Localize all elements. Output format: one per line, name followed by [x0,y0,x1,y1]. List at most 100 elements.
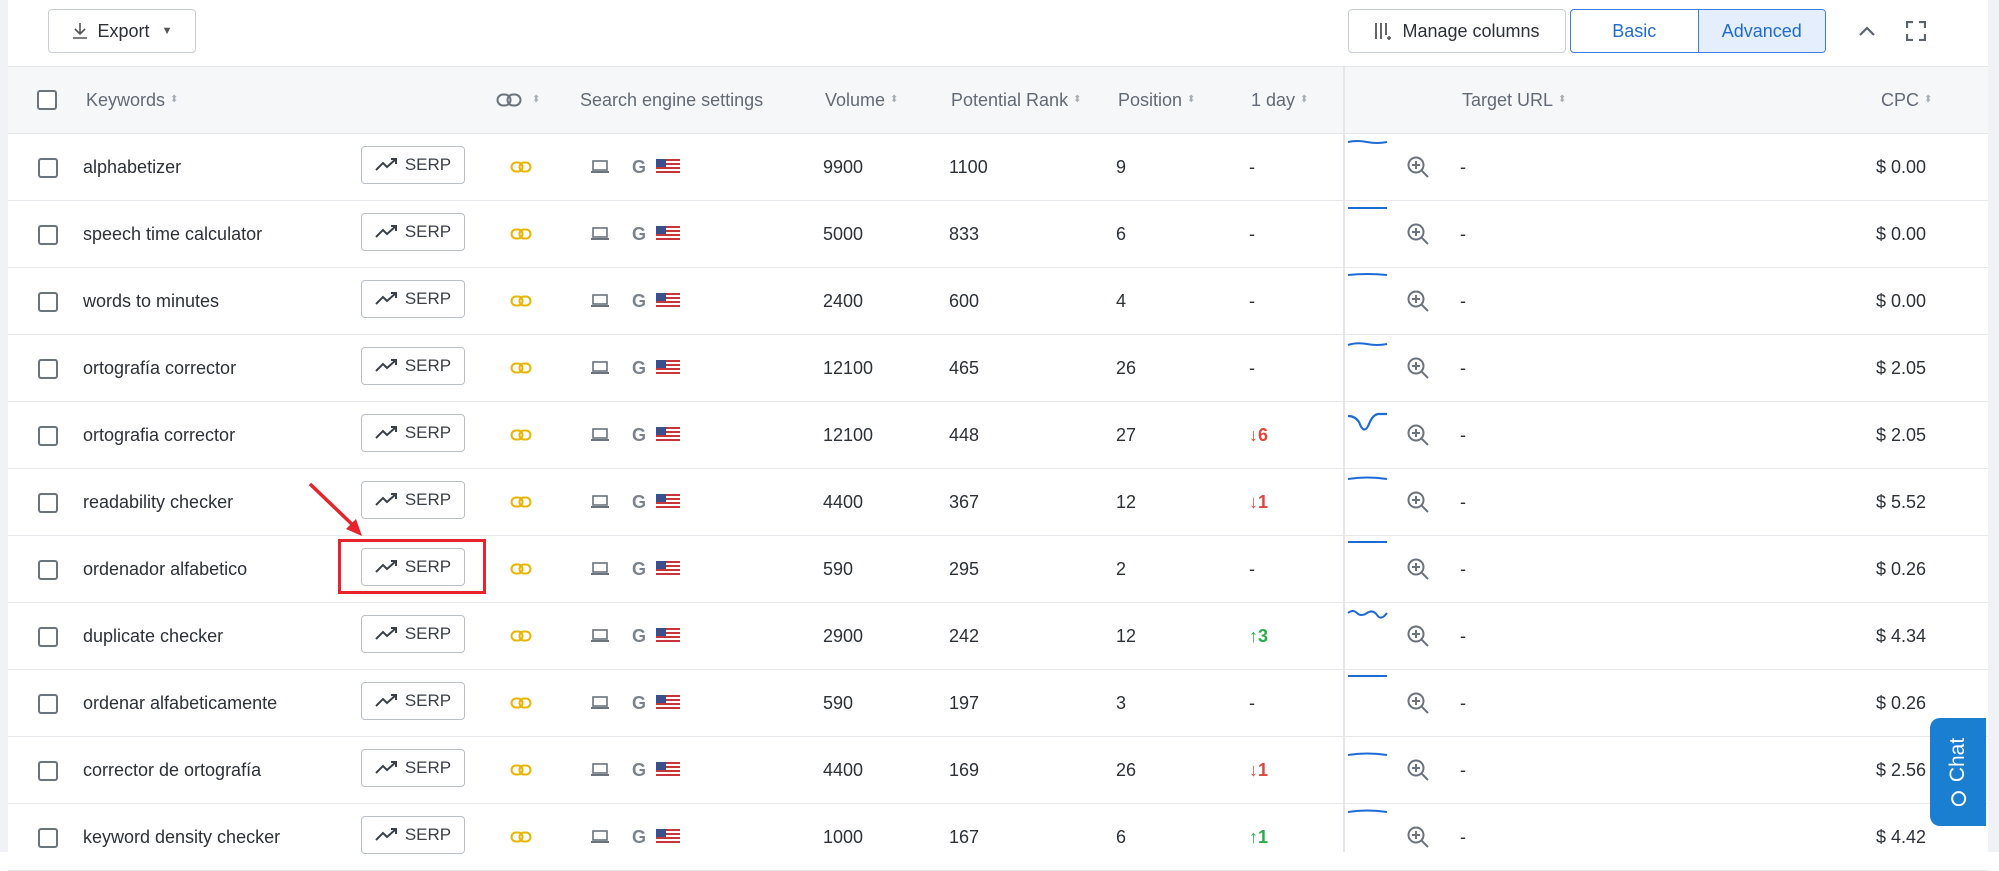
cpc-cell: $ 0.00 [1876,156,1927,177]
table-row[interactable]: alphabetizer SERP G 9900 1100 9 - - $ 0.… [8,134,1988,201]
cpc-cell: $ 2.56 [1876,759,1927,780]
link-icon[interactable] [510,737,532,803]
table-row[interactable]: ortografía corrector SERP G 12100 465 26… [8,335,1988,402]
row-checkbox[interactable] [38,359,58,379]
row-checkbox[interactable] [38,292,58,312]
trend-icon [375,761,397,774]
zoom-in-icon[interactable] [1406,469,1430,535]
link-icon[interactable] [510,469,532,535]
manage-columns-button[interactable]: Manage columns [1348,9,1566,53]
zoom-in-icon[interactable] [1406,201,1430,267]
us-flag-icon [656,268,680,334]
table-row[interactable]: readability checker SERP G 4400 367 12 ↓… [8,469,1988,536]
table-row[interactable]: ortografia corrector SERP G 12100 448 27… [8,402,1988,469]
chevron-up-icon[interactable] [1852,14,1882,48]
desktop-icon [590,536,610,602]
serp-button[interactable]: SERP [361,682,465,720]
trend-icon [375,828,397,841]
arrow-down-icon: ↓ [1249,759,1258,780]
row-checkbox[interactable] [38,828,58,848]
zoom-in-icon[interactable] [1406,134,1430,200]
link-icon[interactable] [510,201,532,267]
zoom-in-icon[interactable] [1406,804,1430,870]
link-icon[interactable] [510,134,532,200]
table-row[interactable]: speech time calculator SERP G 5000 833 6… [8,201,1988,268]
position-cell: 12 [1116,491,1137,512]
volume-cell: 12100 [823,424,874,445]
row-checkbox[interactable] [38,694,58,714]
zoom-in-icon[interactable] [1406,737,1430,803]
advanced-view-button[interactable]: Advanced [1697,10,1825,52]
zoom-in-icon[interactable] [1406,536,1430,602]
potential-rank-cell: 448 [949,424,980,445]
export-label: Export [97,20,150,41]
keyword-cell: words to minutes [83,290,220,311]
row-checkbox[interactable] [38,761,58,781]
table-row[interactable]: duplicate checker SERP G 2900 242 12 ↑ 3 … [8,603,1988,670]
google-icon: G [632,692,647,713]
one-day-cell: ↓ 6 [1249,424,1269,445]
zoom-in-icon[interactable] [1406,268,1430,334]
header-keywords[interactable]: Keywords ⬍ [86,89,179,110]
serp-button[interactable]: SERP [361,280,465,318]
header-target-url[interactable]: Target URL ⬍ [1462,89,1567,110]
google-icon: G [632,357,647,378]
desktop-icon [590,603,610,669]
link-icon[interactable] [510,536,532,602]
serp-button[interactable]: SERP [361,816,465,854]
chat-icon [1950,791,1966,807]
zoom-in-icon[interactable] [1406,402,1430,468]
serp-button[interactable]: SERP [361,548,465,586]
google-icon: G [632,826,647,847]
zoom-in-icon[interactable] [1406,335,1430,401]
row-checkbox[interactable] [38,560,58,580]
header-volume[interactable]: Volume ⬍ [825,89,899,110]
table-row[interactable]: corrector de ortografía SERP G 4400 169 … [8,737,1988,804]
table-row[interactable]: ordenador alfabetico SERP G 590 295 2 - … [8,536,1988,603]
row-checkbox[interactable] [38,627,58,647]
table-row[interactable]: ordenar alfabeticamente SERP G 590 197 3… [8,670,1988,737]
target-url-cell: - [1460,759,1466,780]
header-cpc[interactable]: CPC ⬍ [1881,89,1933,110]
zoom-in-icon[interactable] [1406,670,1430,736]
serp-button[interactable]: SERP [361,213,465,251]
header-link[interactable]: ⬍ [496,67,540,133]
link-icon [496,93,522,107]
serp-button[interactable]: SERP [361,146,465,184]
link-icon[interactable] [510,268,532,334]
fullscreen-icon[interactable] [1901,14,1931,48]
chat-button[interactable]: Chat [1930,718,1986,826]
row-checkbox[interactable] [38,158,58,178]
table-row[interactable]: words to minutes SERP G 2400 600 4 - - $… [8,268,1988,335]
volume-cell: 5000 [823,223,864,244]
serp-button[interactable]: SERP [361,749,465,787]
row-checkbox[interactable] [38,493,58,513]
arrow-up-icon: ↑ [1249,625,1258,646]
row-checkbox[interactable] [38,225,58,245]
one-day-cell: - [1249,558,1255,579]
one-day-cell: - [1249,692,1255,713]
serp-button[interactable]: SERP [361,615,465,653]
link-icon[interactable] [510,670,532,736]
header-one-day[interactable]: 1 day ⬍ [1251,89,1309,110]
link-icon[interactable] [510,402,532,468]
link-icon[interactable] [510,804,532,870]
select-all-checkbox[interactable] [37,90,57,110]
link-icon[interactable] [510,335,532,401]
zoom-in-icon[interactable] [1406,603,1430,669]
potential-rank-cell: 242 [949,625,980,646]
position-sparkline [1347,737,1389,782]
row-checkbox[interactable] [38,426,58,446]
basic-view-button[interactable]: Basic [1612,20,1657,41]
arrow-down-icon: ↓ [1249,491,1258,512]
header-position[interactable]: Position ⬍ [1118,89,1196,110]
serp-button[interactable]: SERP [361,481,465,519]
table-row[interactable]: keyword density checker SERP G 1000 167 … [8,804,1988,871]
export-button[interactable]: Export ▼ [48,9,196,53]
potential-rank-cell: 465 [949,357,980,378]
serp-button[interactable]: SERP [361,347,465,385]
header-potential-rank[interactable]: Potential Rank ⬍ [951,89,1082,110]
target-url-cell: - [1460,692,1466,713]
link-icon[interactable] [510,603,532,669]
serp-button[interactable]: SERP [361,414,465,452]
